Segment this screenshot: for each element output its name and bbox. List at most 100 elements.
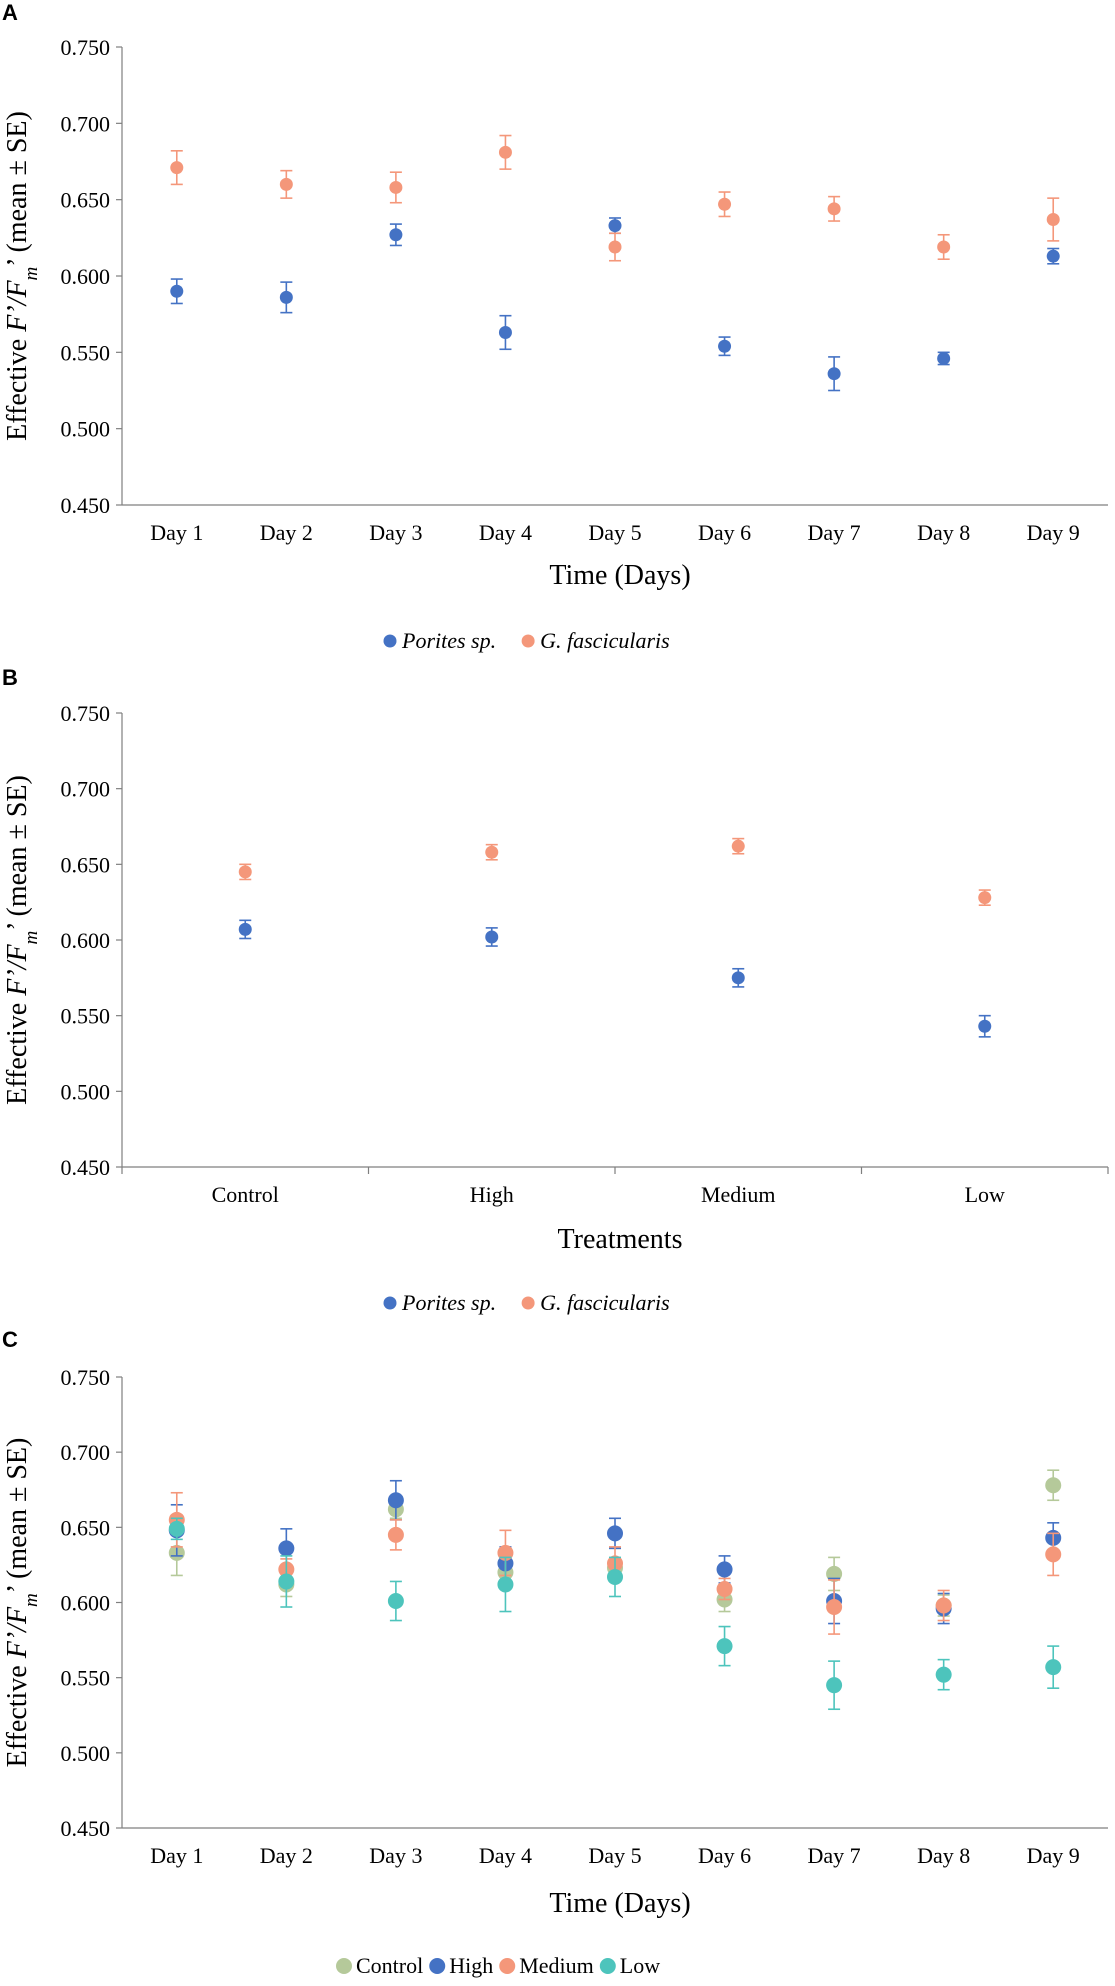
y-tick-label: 0.600: [61, 264, 111, 289]
x-tick-label: Control: [212, 1182, 279, 1207]
legend-marker: [383, 1296, 397, 1310]
data-point: [826, 1599, 843, 1616]
y-tick-label: 0.700: [61, 1440, 111, 1465]
x-tick-label: High: [470, 1182, 514, 1207]
y-tick-label: 0.650: [61, 852, 111, 877]
data-point: [716, 1561, 733, 1578]
data-marks: [170, 134, 1060, 392]
panel-letter: A: [2, 0, 18, 25]
data-point: [387, 1592, 404, 1609]
data-point: [978, 1019, 992, 1033]
data-point: [1045, 1546, 1062, 1563]
y-tick-labels: 0.450 0.500 0.550 0.600 0.650 0.700 0.750: [61, 1365, 122, 1841]
data-point: [279, 177, 293, 191]
legend-item: High: [429, 1953, 493, 1978]
x-tick-labels: Control High Medium Low: [121, 1167, 1109, 1207]
data-point: [827, 202, 841, 216]
x-axis-title: Time (Days): [549, 1888, 690, 1919]
data-point: [485, 930, 499, 944]
legend-marker: [336, 1958, 352, 1974]
data-point: [718, 197, 732, 211]
data-point: [485, 845, 499, 859]
data-point: [608, 240, 622, 254]
x-tick-label: Medium: [701, 1182, 776, 1207]
legend-item: G. fascicularis: [521, 1290, 670, 1315]
x-tick-label: Day 1: [150, 520, 203, 545]
x-tick-label: Day 2: [260, 1843, 313, 1868]
legend-item: Porites sp.: [383, 628, 496, 653]
data-marks: [168, 1469, 1062, 1711]
x-axis-title: Treatments: [558, 1224, 683, 1255]
y-tick-label: 0.500: [61, 1079, 111, 1104]
x-tick-label: Day 3: [369, 520, 422, 545]
y-tick-label: 0.450: [61, 1816, 111, 1841]
x-tick-label: Day 4: [479, 1843, 532, 1868]
x-tick-label: Day 3: [369, 1843, 422, 1868]
legend-label: Porites sp.: [401, 1290, 496, 1315]
legend-label: G. fascicularis: [540, 628, 670, 653]
data-point: [279, 290, 293, 304]
x-axis-title: Time (Days): [549, 560, 690, 591]
x-tick-label: Day 7: [808, 520, 861, 545]
data-point: [389, 180, 403, 194]
y-tick-label: 0.500: [61, 417, 111, 442]
x-tick-label: Day 9: [1027, 1843, 1080, 1868]
data-point: [935, 1666, 952, 1683]
data-point: [978, 891, 992, 905]
data-point: [607, 1525, 623, 1542]
x-tick-label: Day 6: [698, 1843, 751, 1868]
legend-label: G. fascicularis: [540, 1290, 670, 1315]
y-axis-title-text: Effective F’/Fm’ (mean ± SE): [2, 775, 42, 1105]
y-tick-label: 0.550: [61, 1666, 111, 1691]
data-point: [278, 1540, 295, 1557]
data-point: [731, 839, 745, 853]
x-tick-label: Day 6: [698, 520, 751, 545]
y-tick-labels: 0.450 0.500 0.550 0.600 0.650 0.700 0.750: [61, 701, 122, 1180]
y-tick-labels: 0.450 0.500 0.550 0.600 0.650 0.700 0.750: [61, 35, 122, 518]
y-tick-label: 0.750: [61, 35, 111, 60]
data-point: [937, 240, 951, 254]
legend-marker: [599, 1958, 616, 1974]
data-point: [716, 1638, 733, 1655]
panel-letter: C: [2, 1327, 18, 1352]
x-tick-label: Day 8: [917, 520, 970, 545]
legend-label: Porites sp.: [401, 628, 496, 653]
y-tick-label: 0.700: [61, 777, 111, 802]
x-tick-labels: Day 1 Day 2 Day 3 Day 4 Day 5 Day 6 Day 7 Day 8…: [150, 520, 1080, 545]
y-axis-title-text: Effective F’/Fm’ (mean ± SE): [2, 111, 42, 441]
series-porites: [170, 217, 1060, 392]
data-point: [387, 1526, 404, 1543]
legend-marker: [499, 1958, 516, 1974]
series-fascicularis: [238, 837, 992, 906]
data-point: [827, 367, 841, 381]
y-tick-label: 0.750: [61, 1365, 111, 1390]
legend-item: Control: [336, 1953, 423, 1978]
x-tick-label: Low: [965, 1182, 1005, 1207]
data-point: [170, 284, 184, 298]
x-tick-label: Day 5: [588, 1843, 641, 1868]
legend-label: High: [449, 1953, 493, 1978]
legend-item: Medium: [499, 1953, 594, 1978]
y-axis-title-text: Effective F’/Fm’ (mean ± SE): [2, 1438, 42, 1768]
data-point: [498, 325, 512, 339]
data-point: [238, 865, 252, 879]
y-tick-label: 0.600: [61, 1591, 111, 1616]
data-point: [716, 1580, 733, 1597]
series-fascicularis: [170, 134, 1060, 262]
data-point: [498, 145, 512, 159]
data-point: [935, 1597, 952, 1614]
legend-item: Low: [599, 1953, 660, 1978]
y-tick-label: 0.500: [61, 1741, 111, 1766]
legend-marker: [521, 634, 535, 648]
y-tick-label: 0.550: [61, 340, 111, 365]
legend-label: Medium: [519, 1953, 594, 1978]
y-tick-label: 0.700: [61, 111, 111, 136]
legend-item: G. fascicularis: [521, 628, 670, 653]
panel-c: C 0.450 0.500 0.550 0.600 0.650 0.700 0.750 Ef…: [2, 1327, 1108, 1978]
data-point: [1045, 1477, 1062, 1494]
x-tick-label: Day 2: [260, 520, 313, 545]
y-tick-label: 0.650: [61, 188, 111, 213]
legend-marker: [429, 1958, 446, 1974]
y-axis-title: Effective F’/Fm’ (mean ± SE): [2, 775, 42, 1105]
